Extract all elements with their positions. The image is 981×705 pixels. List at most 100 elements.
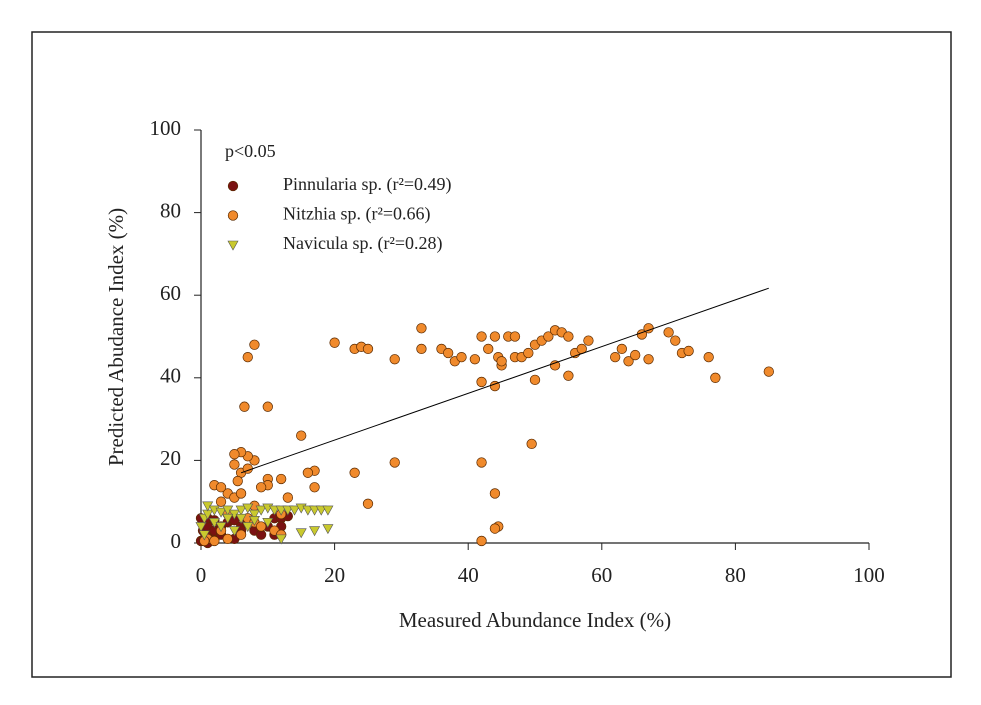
y-axis-label: Predicted Abudance Index (%) xyxy=(104,208,128,466)
x-tick-label: 60 xyxy=(591,563,612,587)
y-tick-label: 0 xyxy=(171,529,182,553)
point xyxy=(563,370,574,381)
point xyxy=(242,522,254,533)
point xyxy=(235,488,247,499)
x-tick-label: 0 xyxy=(196,563,207,587)
legend-label: Navicula sp. (r²=0.28) xyxy=(283,233,443,254)
point xyxy=(543,331,554,342)
x-axis-label: Measured Abundance Index (%) xyxy=(399,608,671,632)
point xyxy=(242,503,254,514)
point xyxy=(476,376,487,388)
legend-label: Pinnularia sp. (r²=0.49) xyxy=(283,174,452,195)
point xyxy=(710,372,721,383)
point xyxy=(235,505,247,516)
point xyxy=(529,374,541,386)
point xyxy=(235,529,247,540)
point xyxy=(248,515,260,526)
point xyxy=(222,533,233,545)
point xyxy=(583,335,594,346)
point xyxy=(496,356,507,367)
point xyxy=(296,430,307,441)
point xyxy=(309,505,321,516)
trendline xyxy=(240,287,769,474)
point xyxy=(295,528,307,539)
legend-marker xyxy=(227,210,239,221)
point xyxy=(526,438,537,450)
point xyxy=(282,505,294,516)
point xyxy=(523,347,534,359)
point xyxy=(703,352,714,363)
y-tick-label: 40 xyxy=(160,364,181,388)
point xyxy=(389,457,400,468)
point xyxy=(483,343,494,355)
point xyxy=(416,323,427,334)
point xyxy=(242,352,253,363)
point xyxy=(416,343,427,355)
point xyxy=(322,524,334,535)
point xyxy=(229,449,240,460)
point xyxy=(469,354,481,365)
point xyxy=(663,327,674,338)
point xyxy=(255,521,267,532)
x-tick-label: 40 xyxy=(458,563,479,587)
point xyxy=(643,354,654,365)
point xyxy=(215,522,227,533)
point xyxy=(563,331,574,342)
point xyxy=(623,356,634,367)
point xyxy=(309,482,320,493)
point xyxy=(268,505,280,516)
y-tick-label: 60 xyxy=(160,281,181,305)
point xyxy=(262,518,274,528)
point xyxy=(362,498,374,509)
point xyxy=(630,349,641,361)
point xyxy=(209,535,220,547)
point xyxy=(315,505,327,516)
point xyxy=(262,401,273,412)
point xyxy=(683,345,694,357)
point xyxy=(255,505,267,516)
point xyxy=(302,505,314,516)
legend-label: Nitzhia sp. (r²=0.66) xyxy=(283,204,431,225)
point xyxy=(282,492,293,503)
point xyxy=(443,347,454,359)
point xyxy=(489,331,501,342)
point xyxy=(228,526,240,537)
point xyxy=(239,401,250,412)
x-tick-label: 80 xyxy=(725,563,746,587)
point xyxy=(248,509,260,520)
point xyxy=(195,522,207,533)
point xyxy=(389,354,400,365)
point xyxy=(763,366,774,377)
point xyxy=(349,467,360,478)
point xyxy=(489,488,501,499)
point xyxy=(276,473,287,485)
point xyxy=(215,482,227,493)
point xyxy=(235,513,247,524)
point xyxy=(222,513,234,524)
legend-marker xyxy=(227,240,239,251)
point xyxy=(309,526,321,537)
y-tick-label: 80 xyxy=(160,198,181,222)
point xyxy=(215,507,227,518)
point xyxy=(616,343,627,355)
annotation: p<0.05 xyxy=(225,141,276,161)
point xyxy=(670,335,681,346)
point xyxy=(275,505,287,516)
point xyxy=(229,459,240,470)
x-tick-label: 100 xyxy=(853,563,885,587)
y-tick-label: 20 xyxy=(160,446,181,470)
point xyxy=(476,457,487,468)
point xyxy=(255,482,267,493)
point xyxy=(232,475,243,487)
point xyxy=(476,331,487,342)
point xyxy=(198,530,210,541)
point xyxy=(215,496,227,507)
point xyxy=(322,505,334,516)
x-tick-label: 20 xyxy=(324,563,345,587)
point xyxy=(476,535,487,547)
point xyxy=(489,523,501,534)
point xyxy=(362,343,374,355)
point xyxy=(275,534,287,545)
point xyxy=(610,352,621,363)
